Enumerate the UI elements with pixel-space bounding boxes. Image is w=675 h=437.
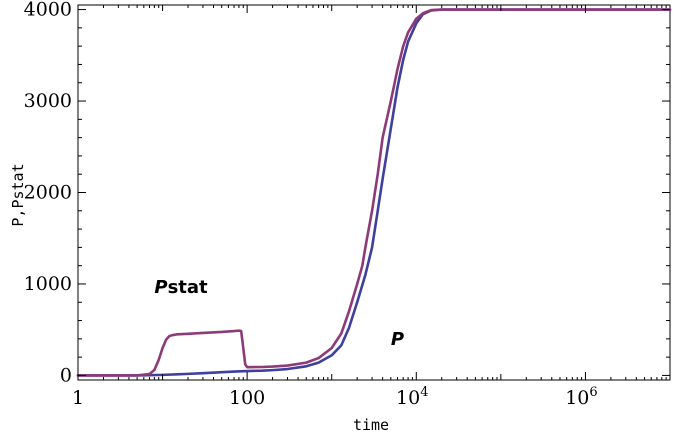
y-tick-label: 3000 — [24, 90, 72, 112]
label-layer: 0 1000 2000 3000 4000 1 100 104 106 Pstat P — [24, 0, 598, 409]
y-tick-label: 4000 — [24, 0, 72, 21]
tick-layer — [77, 5, 670, 380]
series-layer — [76, 8, 672, 377]
y-tick-label: 2000 — [24, 182, 72, 204]
y-tick-label: 0 — [60, 364, 72, 386]
annotation-pstat: Pstat — [154, 277, 208, 298]
x-axis-label: time — [353, 416, 389, 434]
x-tick-label: 1 — [72, 387, 84, 409]
y-tick-label: 1000 — [24, 273, 72, 295]
series-line-pstat — [76, 8, 672, 377]
annotation-p: P — [391, 329, 404, 350]
y-axis-label: P,Pstat — [9, 163, 27, 226]
x-tick-label: 104 — [396, 385, 428, 409]
x-tick-label: 106 — [565, 385, 597, 409]
x-tick-label: 100 — [229, 387, 265, 409]
